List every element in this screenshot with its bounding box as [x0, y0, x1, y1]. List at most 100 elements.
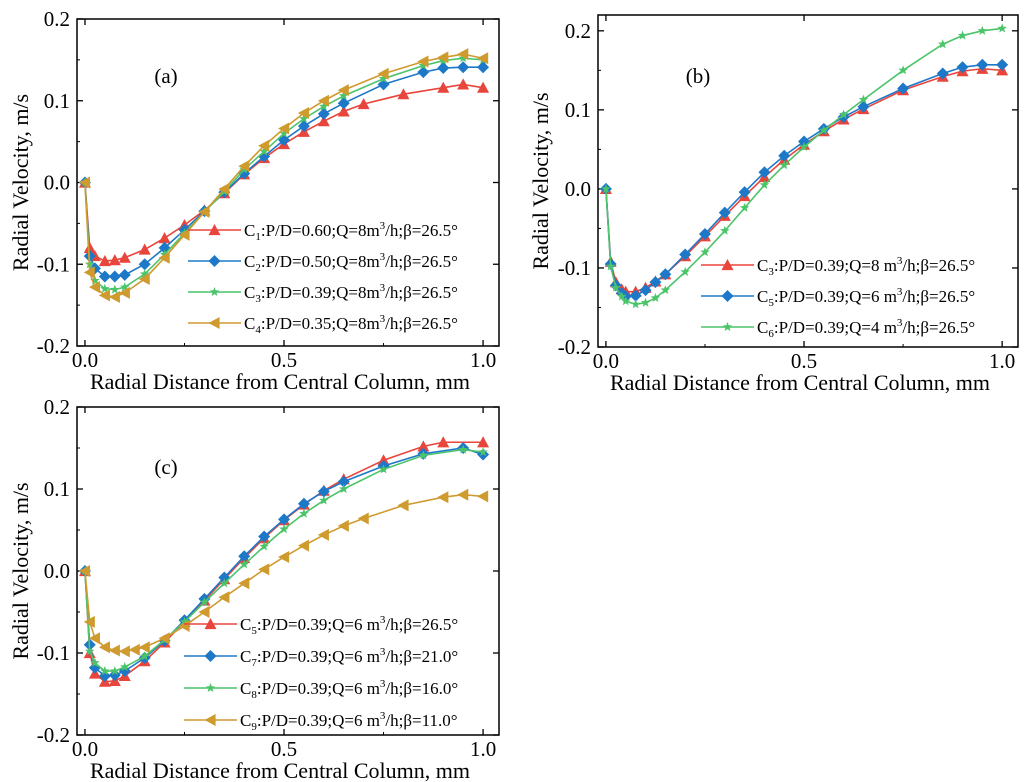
data-point: [478, 447, 488, 457]
data-point: [120, 661, 130, 671]
plot-frame: [597, 14, 1019, 348]
data-point: [198, 606, 210, 618]
data-point: [238, 577, 250, 590]
data-point: [317, 528, 329, 541]
legend-item: C8:P/D=0.39;Q=6 m3/h;β=16.0°: [184, 678, 458, 701]
y-axis-title: Radial Velocity, m/s: [8, 94, 33, 271]
data-point: [417, 66, 430, 79]
data-point: [319, 495, 329, 505]
data-point: [259, 146, 269, 156]
data-point: [108, 669, 121, 682]
data-point: [158, 632, 170, 645]
data-point: [640, 297, 651, 307]
data-point: [337, 519, 349, 532]
legend-label: C7:P/D=0.39;Q=6 m3/h;β=21.0°: [240, 646, 458, 669]
data-point: [98, 669, 111, 682]
data-point: [108, 290, 120, 303]
data-point: [680, 266, 690, 276]
legend: C3:P/D=0.39;Q=8 m3/h;β=26.5° C5:P/D=0.39;…: [701, 255, 975, 340]
data-point: [98, 270, 111, 283]
data-point: [78, 176, 91, 189]
data-point: [437, 51, 449, 64]
legend-item: C3:P/D=0.39;Q=8m3/h;β=26.5°: [188, 282, 458, 305]
data-point: [976, 58, 989, 71]
data-point: [138, 272, 150, 285]
data-point: [378, 73, 389, 83]
legend-marker: [208, 255, 221, 267]
data-point: [357, 512, 369, 525]
legend-label: C5:P/D=0.39;Q=6 m3/h;β=26.5°: [757, 286, 975, 309]
data-point: [437, 62, 450, 75]
legend-item: C6:P/D=0.39;Q=4 m3/h;β=26.5°: [701, 317, 975, 340]
data-point: [100, 283, 110, 293]
data-point: [258, 563, 270, 576]
data-point: [259, 541, 269, 551]
data-point: [418, 60, 429, 70]
y-tick-label: -0.2: [558, 335, 591, 359]
data-point: [139, 269, 150, 279]
data-point: [397, 499, 409, 512]
data-point: [997, 23, 1007, 33]
data-point: [458, 444, 468, 454]
x-tick-label: 0.0: [72, 737, 98, 761]
data-point: [278, 513, 291, 526]
data-point: [659, 268, 672, 281]
data-point: [178, 228, 190, 241]
data-point: [84, 646, 95, 656]
y-tick-label: 0.1: [44, 477, 70, 501]
data-point: [720, 225, 730, 235]
y-tick-label: -0.2: [37, 334, 70, 358]
x-tick-label: 0.0: [72, 348, 98, 372]
legend-marker: [205, 683, 216, 693]
data-point: [218, 183, 230, 196]
data-point: [118, 268, 131, 281]
legend-marker: [721, 290, 734, 302]
x-tick-label: 1.0: [989, 349, 1015, 373]
y-tick-label: 0.2: [44, 395, 70, 419]
data-point: [437, 436, 450, 448]
data-point: [377, 67, 389, 80]
data-point: [297, 497, 310, 510]
legend-label: C3:P/D=0.39;Q=8 m3/h;β=26.5°: [757, 255, 975, 278]
x-tick-label: 1.0: [470, 348, 496, 372]
data-point: [118, 251, 131, 263]
legend-item: C5:P/D=0.39;Q=6 m3/h;β=26.5°: [701, 286, 975, 309]
legend: C1:P/D=0.60;Q=8m3/h;β=26.5° C2:P/D=0.50;Q…: [188, 220, 458, 336]
data-point: [110, 666, 120, 676]
data-point: [378, 464, 389, 474]
data-point: [118, 645, 130, 658]
data-point: [898, 65, 908, 75]
data-point: [299, 508, 309, 518]
data-point: [996, 58, 1009, 71]
x-tick-label: 0.5: [271, 348, 297, 372]
data-point: [649, 276, 662, 289]
data-point: [437, 491, 449, 504]
data-point: [110, 284, 120, 294]
y-tick-label: 0.1: [44, 89, 70, 113]
data-point: [239, 559, 249, 569]
legend-item: C5:P/D=0.39;Q=6 m3/h;β=26.5°: [184, 614, 458, 637]
legend-item: C9:P/D=0.39;Q=6 m3/h;β=11.0°: [184, 710, 458, 733]
data-point: [858, 94, 869, 104]
data-point: [650, 292, 661, 303]
data-point: [238, 160, 250, 173]
data-point: [118, 286, 130, 299]
data-point: [957, 30, 968, 40]
legend-item: C2:P/D=0.50;Q=8m3/h;β=26.5°: [188, 251, 458, 274]
legend: C5:P/D=0.39;Q=6 m3/h;β=26.5° C7:P/D=0.39;…: [184, 614, 458, 733]
x-tick-label: 0.0: [593, 349, 619, 373]
data-point: [317, 485, 330, 498]
legend-marker: [204, 714, 216, 726]
data-point: [417, 440, 430, 452]
legend-marker: [209, 287, 220, 297]
chart-panel-a: 0.0 0.5 1.0 -0.2 -0.1 0.0 0.1 0.2 Radial Distanc…: [8, 7, 500, 394]
data-point: [838, 109, 849, 119]
data-point: [319, 101, 329, 111]
panel-label: (b): [686, 64, 711, 88]
data-point: [139, 651, 150, 661]
data-point: [418, 450, 429, 460]
data-point: [278, 551, 290, 564]
legend-item: C1:P/D=0.60;Q=8m3/h;β=26.5°: [188, 220, 458, 243]
data-point: [611, 282, 621, 292]
